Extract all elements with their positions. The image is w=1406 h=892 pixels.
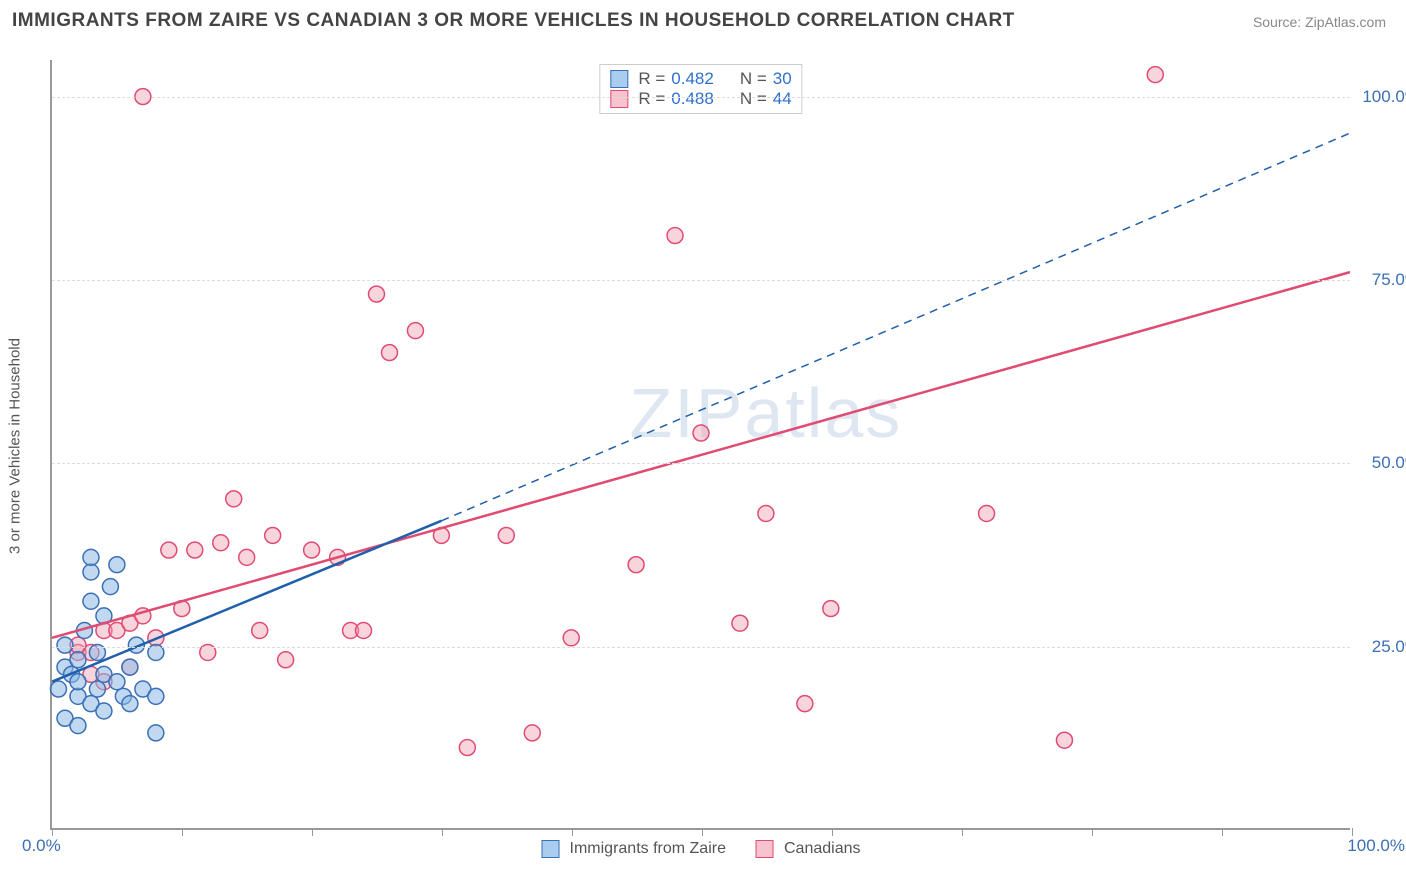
x-axis-max-label: 100.0%	[1347, 836, 1405, 856]
r-value: 0.488	[671, 89, 714, 109]
pink-point	[252, 623, 268, 639]
blue-point	[109, 557, 125, 573]
x-tick	[962, 828, 963, 836]
legend-row: R = 0.488 N = 44	[610, 89, 791, 109]
pink-point	[369, 286, 385, 302]
y-tick-label: 100.0%	[1362, 87, 1406, 107]
blue-point	[109, 674, 125, 690]
x-tick	[182, 828, 183, 836]
chart-title: IMMIGRANTS FROM ZAIRE VS CANADIAN 3 OR M…	[12, 10, 1015, 32]
n-label: N =	[740, 69, 767, 89]
blue-point	[83, 549, 99, 565]
pink-point	[563, 630, 579, 646]
blue-point	[70, 718, 86, 734]
pink-point	[1147, 67, 1163, 83]
r-value: 0.482	[671, 69, 714, 89]
blue-point	[57, 637, 73, 653]
gridline	[52, 280, 1350, 281]
pink-point	[239, 549, 255, 565]
legend-row: R = 0.482 N = 30	[610, 69, 791, 89]
r-label: R =	[638, 89, 665, 109]
correlation-legend: R = 0.482 N = 30 R = 0.488 N = 44	[599, 64, 802, 114]
blue-point	[122, 696, 138, 712]
blue-point	[122, 659, 138, 675]
series-legend: Immigrants from Zaire Canadians	[542, 840, 861, 858]
pink-point	[732, 615, 748, 631]
pink-point	[381, 345, 397, 361]
blue-point	[70, 674, 86, 690]
pink-point	[187, 542, 203, 558]
pink-point	[667, 228, 683, 244]
pink-point	[498, 527, 514, 543]
y-tick-label: 50.0%	[1372, 453, 1406, 473]
pink-point	[265, 527, 281, 543]
x-tick	[1352, 828, 1353, 836]
pink-point	[524, 725, 540, 741]
pink-point	[304, 542, 320, 558]
legend-swatch	[542, 840, 560, 858]
x-tick	[52, 828, 53, 836]
x-tick	[702, 828, 703, 836]
pink-point	[823, 601, 839, 617]
gridline	[52, 463, 1350, 464]
legend-item: Immigrants from Zaire	[542, 840, 726, 858]
source-attribution: Source: ZipAtlas.com	[1253, 14, 1386, 30]
pink-point	[407, 323, 423, 339]
blue-trendline	[52, 521, 441, 682]
pink-point	[1056, 732, 1072, 748]
r-label: R =	[638, 69, 665, 89]
legend-swatch	[610, 90, 628, 108]
chart-svg	[52, 60, 1350, 828]
pink-point	[797, 696, 813, 712]
legend-item: Canadians	[756, 840, 861, 858]
plot-area: ZIPatlas R = 0.482N = 30R = 0.488N = 44 …	[50, 60, 1350, 830]
pink-point	[213, 535, 229, 551]
pink-point	[758, 506, 774, 522]
pink-point	[226, 491, 242, 507]
y-axis-title: 3 or more Vehicles in Household	[7, 338, 24, 554]
pink-point	[979, 506, 995, 522]
blue-point	[148, 725, 164, 741]
x-tick	[442, 828, 443, 836]
blue-point	[51, 681, 67, 697]
pink-point	[356, 623, 372, 639]
pink-point	[161, 542, 177, 558]
pink-point	[459, 740, 475, 756]
n-value: 30	[773, 69, 792, 89]
blue-point	[83, 593, 99, 609]
y-tick-label: 75.0%	[1372, 270, 1406, 290]
x-tick	[572, 828, 573, 836]
blue-point	[148, 688, 164, 704]
pink-point	[628, 557, 644, 573]
x-tick	[1222, 828, 1223, 836]
x-tick	[832, 828, 833, 836]
blue-point	[89, 681, 105, 697]
pink-point	[693, 425, 709, 441]
blue-point	[102, 579, 118, 595]
legend-swatch	[756, 840, 774, 858]
gridline	[52, 97, 1350, 98]
y-tick-label: 25.0%	[1372, 637, 1406, 657]
n-label: N =	[740, 89, 767, 109]
x-axis-min-label: 0.0%	[22, 836, 61, 856]
chart-container: IMMIGRANTS FROM ZAIRE VS CANADIAN 3 OR M…	[0, 0, 1406, 892]
blue-point	[83, 564, 99, 580]
legend-label: Canadians	[784, 840, 861, 858]
n-value: 44	[773, 89, 792, 109]
legend-label: Immigrants from Zaire	[570, 840, 726, 858]
blue-point	[70, 652, 86, 668]
gridline	[52, 647, 1350, 648]
x-tick	[1092, 828, 1093, 836]
blue-point	[96, 703, 112, 719]
legend-swatch	[610, 70, 628, 88]
pink-trendline	[52, 272, 1350, 638]
x-tick	[312, 828, 313, 836]
pink-point	[278, 652, 294, 668]
